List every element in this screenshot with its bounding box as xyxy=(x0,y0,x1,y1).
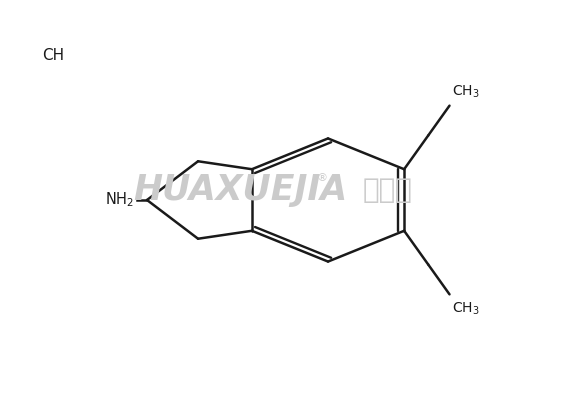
Text: NH$_2$: NH$_2$ xyxy=(105,191,134,209)
Text: HUAXUEJIA: HUAXUEJIA xyxy=(133,173,347,207)
Text: ®: ® xyxy=(317,173,328,183)
Text: 化学加: 化学加 xyxy=(363,176,412,204)
Text: CH$_3$: CH$_3$ xyxy=(452,83,480,100)
Text: CH: CH xyxy=(42,48,64,62)
Text: CH$_3$: CH$_3$ xyxy=(452,300,480,317)
